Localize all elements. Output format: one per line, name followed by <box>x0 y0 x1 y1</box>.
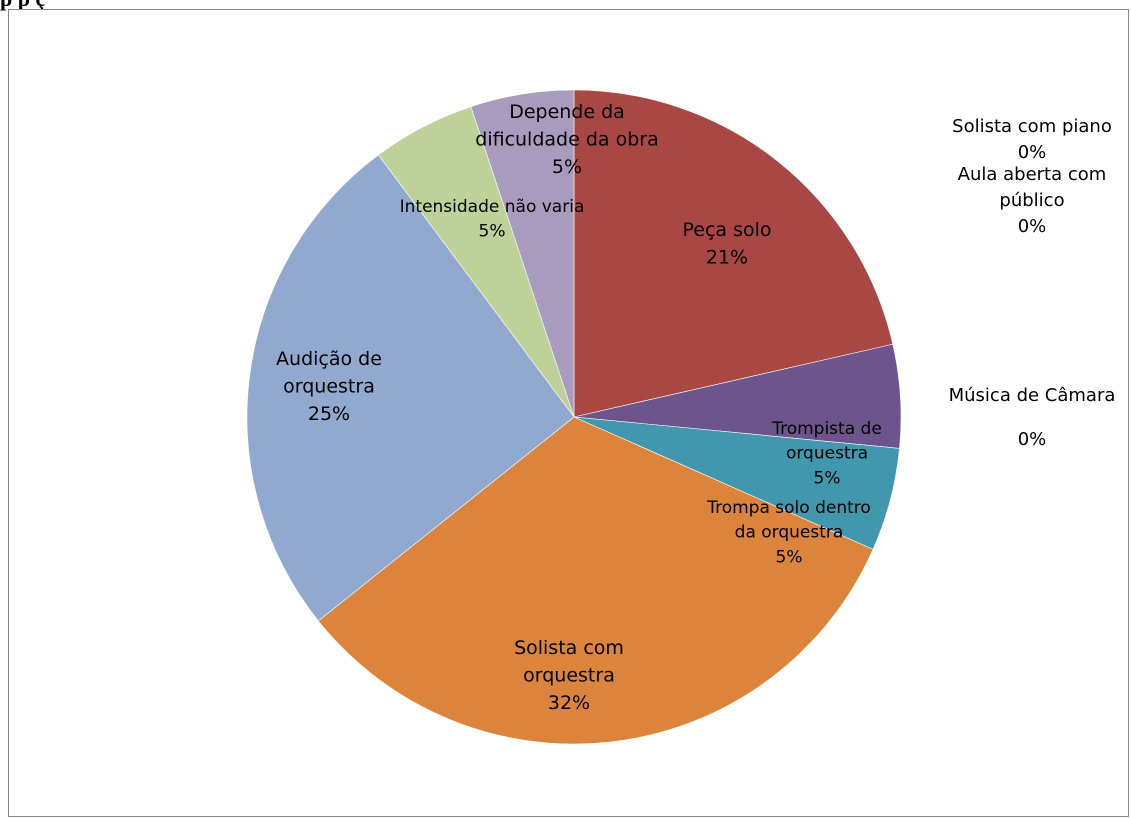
pie-label-line: Trompa solo dentro <box>706 498 871 518</box>
pie-labels: Peça solo 21%Trompista de orquestra 5%Tromp… <box>276 101 1115 714</box>
pie-label-line: orquestra <box>283 376 375 398</box>
pie-label-line: Intensidade não varia <box>400 197 585 217</box>
pie-data-label-10: Música de Câmara 0% <box>949 385 1116 450</box>
pie-slice-7 <box>470 89 575 418</box>
pie-label-line: Peça solo <box>682 219 771 241</box>
pie-slice-1 <box>573 89 894 418</box>
pie-label-line: público <box>999 190 1064 211</box>
pie-label-line: Música de Câmara <box>949 385 1116 406</box>
page-heading: p p ç <box>0 0 45 12</box>
pie-label-line: Solista com <box>514 637 624 659</box>
pie-data-label-5: Audição de orquestra 25% <box>276 348 382 425</box>
pie-label-percent: 0% <box>1018 429 1047 450</box>
pie-slices <box>246 89 902 745</box>
pie-label-percent: 5% <box>776 547 803 567</box>
pie-slice-4 <box>317 416 874 745</box>
pie-label-line: orquestra <box>786 444 868 464</box>
pie-label-percent: 25% <box>308 403 350 425</box>
pie-data-label-8: Solista com piano 0% <box>952 116 1112 163</box>
pie-data-label-1: Peça solo 21% <box>682 219 771 269</box>
pie-label-line: Audição de <box>276 348 382 370</box>
pie-data-label-9: Aula aberta com público 0% <box>958 164 1107 237</box>
pie-label-line: Trompista de <box>771 419 882 439</box>
pie-label-percent: 5% <box>479 222 506 242</box>
pie-label-line: da orquestra <box>735 523 844 543</box>
pie-label-line: Depende da <box>509 101 625 123</box>
pie-label-percent: 0% <box>1018 216 1047 237</box>
pie-label-line: dificuldade da obra <box>475 129 658 151</box>
chart-area: Peça solo 21% Trompista de orquestra 5% Tromp… <box>8 9 1129 817</box>
pie-data-label-7: Depende da dificuldade da obra 5% <box>475 101 658 178</box>
pie-label-percent: 5% <box>814 468 841 488</box>
pie-chart: Peça solo 21%Trompista de orquestra 5%Tromp… <box>246 89 1115 745</box>
pie-label-line: orquestra <box>523 665 615 687</box>
pie-data-label-2: Trompista de orquestra 5% <box>771 419 882 488</box>
pie-label-line: Aula aberta com <box>958 164 1107 185</box>
pie-label-line: Solista com piano <box>952 116 1112 137</box>
pie-label-percent: 32% <box>548 692 590 714</box>
pie-data-label-6: Intensidade não varia 5% <box>400 197 585 242</box>
pie-slice-5 <box>246 154 575 622</box>
pie-label-percent: 21% <box>706 247 748 269</box>
pie-data-label-3: Trompa solo dentro da orquestra 5% <box>706 498 871 567</box>
pie-data-label-4: Solista com orquestra 32% <box>514 637 624 714</box>
pie-label-percent: 0% <box>1018 142 1047 163</box>
pie-label-percent: 5% <box>552 156 582 178</box>
